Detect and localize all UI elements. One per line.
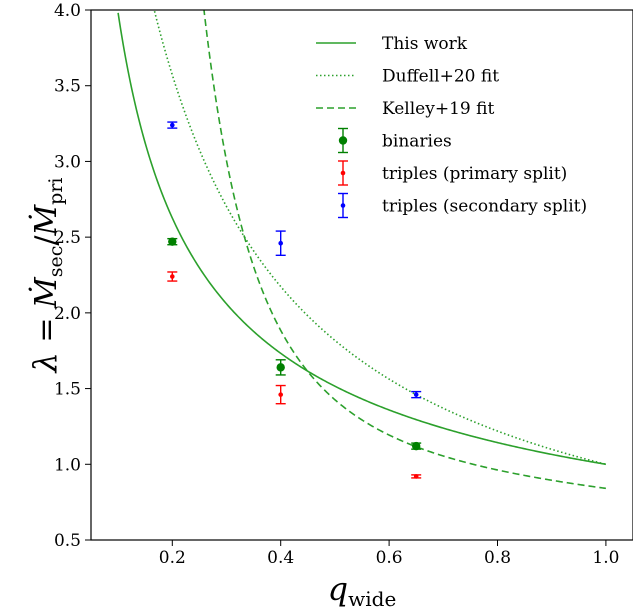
- data-point: [170, 122, 175, 128]
- plot-frame: [90, 9, 633, 541]
- curves: [117, 10, 607, 490]
- y-tick-label: 1.0: [54, 455, 81, 475]
- y-tick-label: 0.5: [54, 531, 81, 551]
- curve-this-work: [117, 12, 607, 466]
- legend: This work Duffell+20 fit Kelley+19 fit bina…: [316, 34, 587, 219]
- svg-text:λ = Ṁsec/Ṁpri: λ = Ṁsec/Ṁpri: [26, 177, 67, 374]
- legend-label: triples (secondary split): [382, 197, 587, 217]
- y-tick-label: 1.5: [54, 380, 81, 400]
- data-point: [412, 441, 421, 451]
- x-axis-label: qwide: [328, 570, 397, 610]
- y-tick-label: 4.0: [54, 1, 81, 21]
- data-point: [413, 474, 419, 479]
- data-points: [167, 121, 422, 479]
- data-point: [413, 392, 419, 397]
- legend-label: This work: [382, 34, 468, 54]
- data-point: [170, 274, 175, 279]
- data-point: [168, 237, 177, 246]
- x-tick-label: 0.2: [159, 548, 186, 568]
- y-tick-label: 2.0: [54, 304, 81, 324]
- axis-ticks: 0.2 0.4 0.6 0.8 1.0 0.5 1.0 1.5 2.0 2.5 3.0 3.5 4.0: [54, 1, 619, 568]
- legend-label: Kelley+19 fit: [382, 99, 494, 119]
- legend-label: binaries: [382, 132, 452, 152]
- y-tick-label: 2.5: [54, 228, 81, 248]
- x-tick-label: 1.0: [592, 548, 619, 568]
- data-point: [278, 392, 284, 397]
- y-axis-label: λ = Ṁsec/Ṁpri: [26, 177, 67, 374]
- x-tick-label: 0.6: [376, 548, 403, 568]
- legend-label: Duffell+20 fit: [382, 67, 499, 87]
- legend-marker: [340, 203, 346, 208]
- x-tick-label: 0.4: [267, 548, 294, 568]
- data-point: [276, 363, 285, 372]
- data-point: [278, 240, 284, 246]
- curve-kelley-19-fit: [203, 10, 607, 490]
- legend-marker: [338, 136, 348, 145]
- y-tick-label: 3.5: [54, 77, 81, 97]
- legend-marker: [340, 170, 346, 176]
- curve-duffell-20-fit: [153, 10, 607, 466]
- legend-label: triples (primary split): [382, 164, 567, 184]
- y-tick-label: 3.0: [54, 152, 81, 172]
- x-tick-label: 0.8: [484, 548, 511, 568]
